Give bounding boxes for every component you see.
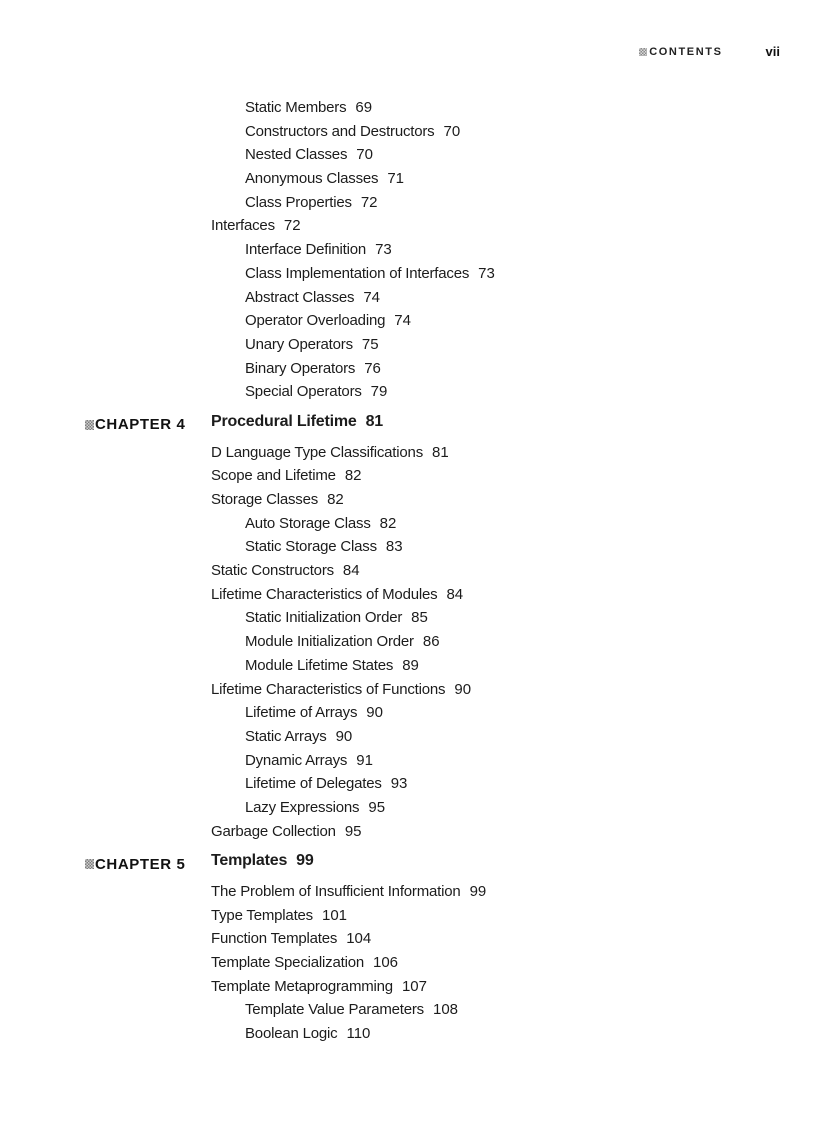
toc-entry-title: Class Properties (245, 193, 352, 211)
toc-entry-row: The Problem of Insufficient Information 9… (211, 883, 663, 1123)
toc-entry-row: Unary Operators 75 (211, 335, 663, 1123)
toc-entry-title: Operator Overloading (245, 312, 386, 330)
chapter-title: Templates (211, 852, 288, 870)
toc-entry-title: Static Members (245, 99, 347, 116)
toc-entry-row: Nested Classes 70 (211, 146, 663, 1123)
toc-entry-title: Class Implementation of Interfaces (245, 264, 470, 282)
toc-list: Static Members 69 Constructors and Destruc… (85, 99, 663, 1123)
contents-header-label: CONTENTS (649, 46, 723, 58)
toc-entry-row: Special Operators 79 (211, 383, 663, 1123)
toc-entry-row: Scope and Lifetime 82 (211, 467, 663, 1123)
toc-entry-title: Anonymous Classes (245, 170, 379, 188)
toc-entry-row: Lifetime of Arrays 90 (211, 704, 663, 1123)
toc-entry-title: Storage Classes (211, 491, 319, 508)
toc-entry-title: Lifetime of Delegates (245, 775, 382, 793)
toc-entry-title: Lifetime of Arrays (245, 704, 358, 722)
toc-entry-row: Constructors and Destructors 70 (211, 122, 663, 1123)
toc-entry-title: Static Constructors (211, 562, 334, 580)
toc-entry-row: Class Implementation of Interfaces 73 (211, 264, 663, 1123)
toc-entry-title: Module Lifetime States (245, 656, 394, 674)
toc-entry-title: D Language Type Classifications (211, 443, 423, 461)
toc-entry-row: D Language Type Classifications 81 (211, 443, 663, 1123)
toc-entry-title: Lifetime Characteristics of Modules (211, 585, 438, 603)
toc-chapter-row: CHAPTER 4 Procedural Lifetime 81 (85, 412, 663, 1123)
toc-chapter-row: CHAPTER 5 Templates 99 (85, 852, 663, 1123)
toc-entry-row: Lifetime Characteristics of Functions 90 (211, 680, 663, 1123)
toc-entry-row: Lazy Expressions 95 (211, 798, 663, 1123)
toc-entry-row: Dynamic Arrays 91 (211, 751, 663, 1123)
toc-entry-title: Module Initialization Order (245, 633, 414, 651)
toc-entry-row: Anonymous Classes 71 (211, 170, 663, 1123)
chapter-label: CHAPTER 5 (85, 852, 185, 876)
toc-entry-title: Scope and Lifetime (211, 467, 336, 485)
toc-entry-title: Unary Operators (245, 335, 353, 353)
toc-entry-title: Special Operators (245, 383, 362, 401)
toc-entry-row: Boolean Logic 110 (211, 1025, 663, 1123)
toc-entry-row: Static Members 69 (211, 99, 663, 1123)
toc-entry-title: Binary Operators (245, 359, 356, 377)
toc-entry-title: Function Templates (211, 930, 338, 948)
toc-entry-row: Lifetime Characteristics of Modules 84 (211, 585, 663, 1123)
page-number: vii (765, 44, 780, 59)
toc-entry-title: Static Storage Class (245, 538, 377, 556)
halftone-square-icon (639, 48, 648, 56)
toc-entry-title: Abstract Classes (245, 288, 355, 306)
toc-entry-title: Boolean Logic (245, 1025, 338, 1043)
chapter-label: CHAPTER 4 (85, 413, 185, 437)
toc-entry-title: Template Value Parameters (245, 1001, 424, 1019)
toc-entry-title: Lazy Expressions (245, 798, 360, 816)
contents-header: CONTENTS (639, 46, 722, 58)
toc-entry-row: Storage Classes 82 (211, 491, 663, 1123)
toc-entry-row: Auto Storage Class 82 (211, 514, 663, 1123)
running-header: CONTENTS vii (639, 44, 780, 59)
toc-entry-row: Binary Operators 76 (211, 359, 663, 1123)
toc-entry-title: Interfaces (211, 217, 275, 235)
toc-entry-title: Lifetime Characteristics of Functions (211, 680, 446, 698)
chapter-label-text: CHAPTER 4 (95, 416, 186, 434)
toc-entry-row: Module Initialization Order 86 (211, 633, 663, 1123)
toc-entry-title: Constructors and Destructors (245, 122, 435, 140)
toc-entry-row: Function Templates 104 (211, 930, 663, 1123)
chapter-title: Procedural Lifetime (211, 412, 357, 430)
toc-entry-row: Template Specialization 106 (211, 954, 663, 1123)
toc-entry-row: Module Lifetime States 89 (211, 656, 663, 1123)
toc-entry-title: Type Templates (211, 906, 313, 924)
toc-entry-row: Template Metaprogramming 107 (211, 977, 663, 1123)
toc-entry-title: Template Specialization (211, 954, 364, 972)
toc-entry-row: Static Arrays 90 (211, 727, 663, 1123)
toc-entry-row: Static Storage Class 83 (211, 538, 663, 1123)
toc-entry-title: Auto Storage Class (245, 514, 371, 532)
toc-entry-row: Static Constructors 84 (211, 562, 663, 1123)
toc-entry-row: Abstract Classes 74 (211, 288, 663, 1123)
toc-entry-row: Type Templates 101 (211, 906, 663, 1123)
toc-entry-row: Garbage Collection 95 (211, 822, 663, 1123)
toc-entry-row: Template Value Parameters 108 (211, 1001, 663, 1123)
toc-entry-title: Interface Definition (245, 241, 367, 259)
toc-entry-row: Interfaces 72 (211, 217, 663, 1123)
toc-entry-row: Class Properties 72 (211, 193, 663, 1123)
toc-entry-page-number: 110 (346, 1025, 663, 1123)
toc-entry-title: Template Metaprogramming (211, 977, 393, 995)
toc-entry-title: Nested Classes (245, 146, 348, 164)
toc-entry-title: Static Arrays (245, 727, 327, 745)
chapter-square-icon (85, 859, 94, 870)
chapter-square-icon (85, 419, 94, 430)
toc-entry-row: Operator Overloading 74 (211, 312, 663, 1123)
toc-entry-row: Interface Definition 73 (211, 241, 663, 1123)
toc-entry-title: Garbage Collection (211, 822, 336, 840)
toc-entry-row: Static Initialization Order 85 (211, 609, 663, 1123)
toc-entry-title: Dynamic Arrays (245, 751, 348, 769)
toc-entry-row: Lifetime of Delegates 93 (211, 775, 663, 1123)
toc-entry-title: Static Initialization Order (245, 609, 403, 627)
toc-entry-title: The Problem of Insufficient Information (211, 883, 461, 900)
chapter-label-text: CHAPTER 5 (95, 855, 186, 873)
